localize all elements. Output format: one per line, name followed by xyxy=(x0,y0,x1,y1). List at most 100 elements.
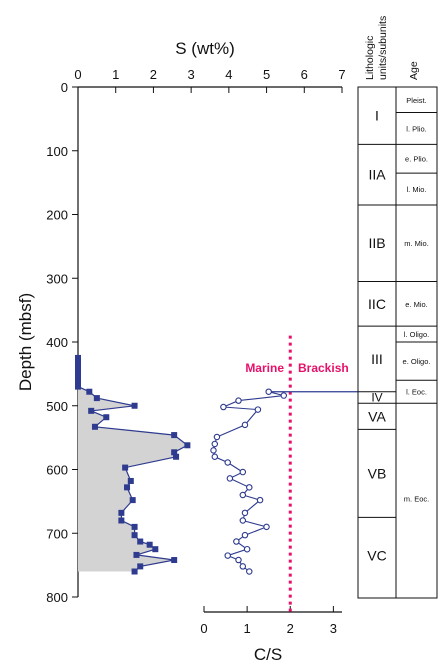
sulfur-tick-label: 0 xyxy=(74,67,81,82)
age-label: l. Eoc. xyxy=(406,388,427,397)
age-label: m. Mio. xyxy=(404,239,429,248)
sulfur-area xyxy=(78,357,188,572)
cs-point xyxy=(241,531,249,539)
sulfur-point xyxy=(131,532,138,539)
sulfur-point xyxy=(184,442,191,449)
sulfur-point xyxy=(103,414,110,421)
depth-tick-label: 200 xyxy=(46,208,68,223)
age-label: e. Plio. xyxy=(405,155,428,164)
cs-axis-label: C/S xyxy=(254,645,282,664)
sulfur-point xyxy=(75,378,81,385)
unit-label: IIB xyxy=(368,235,385,251)
sulfur-axis-label: S (wt%) xyxy=(175,39,235,58)
sulfur-point xyxy=(131,402,138,409)
sulfur-point xyxy=(75,368,81,375)
cs-point xyxy=(220,403,227,411)
cs-point xyxy=(265,388,272,395)
cs-point xyxy=(263,523,270,531)
cs-line xyxy=(212,391,284,572)
sulfur-tick-label: 1 xyxy=(112,67,119,82)
depth-axis-label: Depth (mbsf) xyxy=(16,293,35,391)
sulfur-tick-label: 5 xyxy=(263,67,270,82)
sulfur-point xyxy=(127,477,134,484)
sulfur-point xyxy=(171,449,178,456)
sulfur-point xyxy=(133,551,140,558)
cs-point xyxy=(280,392,288,399)
depth-tick-label: 0 xyxy=(61,80,68,95)
cs-tick-label: 3 xyxy=(330,621,337,636)
sulfur-tick-label: 6 xyxy=(301,67,308,82)
cs-point xyxy=(224,459,231,466)
sulfur-tick-label: 3 xyxy=(188,67,195,82)
cs-point xyxy=(239,491,247,499)
unit-label: IIC xyxy=(368,296,386,312)
depth-axis: 0 100 200 300 400 500 600 700 800 Depth (mbsf) xyxy=(16,80,79,605)
age-label: m. Eoc. xyxy=(404,495,429,504)
cs-point xyxy=(239,468,247,476)
cs-point xyxy=(224,552,231,559)
sulfur-point xyxy=(171,432,178,439)
sulfur-point xyxy=(93,395,100,402)
sulfur-tick-label: 7 xyxy=(338,67,345,82)
strat-column: Lithologic units/subunits Age I IIA IIB IIC… xyxy=(357,16,438,599)
sulfur-point xyxy=(86,388,93,395)
cs-point xyxy=(241,421,249,429)
sulfur-point xyxy=(75,383,81,390)
cs-point xyxy=(233,538,240,545)
sulfur-point xyxy=(124,484,131,491)
sulfur-point xyxy=(75,364,81,371)
unit-label: III xyxy=(371,351,383,367)
cs-point xyxy=(235,397,242,404)
brackish-label: Brackish xyxy=(298,361,349,375)
age-label: l. Mio. xyxy=(406,185,426,194)
sulfur-point xyxy=(75,354,81,361)
sulfur-point xyxy=(91,423,98,430)
cs-point xyxy=(211,453,219,460)
sulfur-point xyxy=(173,453,180,460)
cs-point xyxy=(211,440,219,448)
depth-tick-label: 700 xyxy=(46,526,68,541)
sulfur-x-axis: 0 1 2 3 4 5 6 7 S (wt%) xyxy=(74,39,346,93)
unit-label: VC xyxy=(367,548,386,564)
depth-tick-label: 500 xyxy=(46,399,68,414)
sulfur-point xyxy=(137,563,144,570)
sulfur-point xyxy=(75,374,81,381)
unit-label: IV xyxy=(371,390,382,404)
sulfur-point xyxy=(129,497,136,504)
cs-point xyxy=(246,484,253,491)
depth-tick-label: 400 xyxy=(46,335,68,350)
unit-label: VA xyxy=(368,408,386,424)
cs-point xyxy=(210,447,217,454)
depth-tick-label: 600 xyxy=(46,463,68,478)
age-header: Age xyxy=(408,61,420,80)
unit-label: VB xyxy=(368,465,387,481)
sulfur-point xyxy=(88,407,95,414)
cs-point xyxy=(239,563,247,570)
cs-tick-label: 2 xyxy=(287,621,294,636)
age-label: l. Plio. xyxy=(406,124,426,133)
sulfur-point xyxy=(118,517,125,524)
sulfur-point xyxy=(171,557,178,564)
depth-tick-label: 100 xyxy=(46,144,68,159)
depth-tick-label: 300 xyxy=(46,271,68,286)
cs-point xyxy=(254,406,262,413)
cs-point xyxy=(213,433,221,441)
units-header-line1: Lithologic xyxy=(364,36,376,80)
cs-point xyxy=(235,556,242,564)
cs-point xyxy=(239,517,247,524)
cs-point xyxy=(241,509,249,517)
sulfur-point xyxy=(131,523,138,530)
sulfur-point xyxy=(146,541,153,548)
sulfur-point xyxy=(118,509,125,516)
cs-point xyxy=(246,568,253,575)
age-label: e. Mio. xyxy=(405,300,428,309)
age-label: Pleist. xyxy=(406,96,426,105)
marine-label: Marine xyxy=(245,361,284,375)
cs-tick-label: 0 xyxy=(200,621,207,636)
sulfur-point xyxy=(122,464,129,471)
age-label: e. Oligo. xyxy=(403,357,431,366)
age-label: l. Oligo. xyxy=(404,330,429,339)
unit-label: I xyxy=(375,108,379,124)
sulfur-point xyxy=(152,546,159,553)
